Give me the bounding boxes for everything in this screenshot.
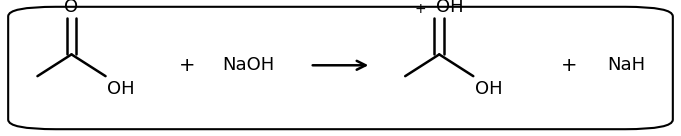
Text: +: + — [560, 56, 577, 75]
Text: OH: OH — [436, 0, 464, 16]
Text: +: + — [179, 56, 195, 75]
Text: NaOH: NaOH — [223, 56, 274, 74]
Text: +: + — [414, 2, 426, 16]
Text: OH: OH — [107, 80, 135, 98]
Text: NaH: NaH — [607, 56, 646, 74]
Text: OH: OH — [475, 80, 503, 98]
Text: O: O — [65, 0, 78, 16]
